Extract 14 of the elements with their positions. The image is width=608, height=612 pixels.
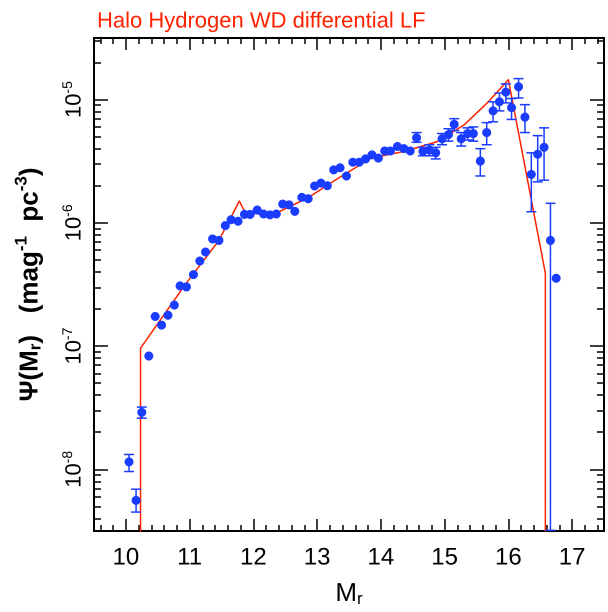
chart-title: Halo Hydrogen WD differential LF [97,8,426,32]
x-tick-label: 14 [368,544,394,570]
x-tick-label: 15 [431,544,458,570]
x-tick-label: 12 [240,544,267,570]
y-tick-label: 10-6 [58,204,86,242]
x-tick-label: 16 [495,544,522,570]
y-tick-label: 10-5 [58,80,86,118]
x-tick-label: 13 [304,544,330,570]
x-tick-label: 11 [177,544,202,570]
x-tick-label: 17 [558,544,586,570]
x-tick-label: 10 [112,544,140,570]
y-tick-label: 10-7 [58,327,86,365]
y-axis-title: Ψ(Mr) (mag-1 pc-3) [12,167,44,402]
y-tick-label: 10-8 [58,450,86,488]
